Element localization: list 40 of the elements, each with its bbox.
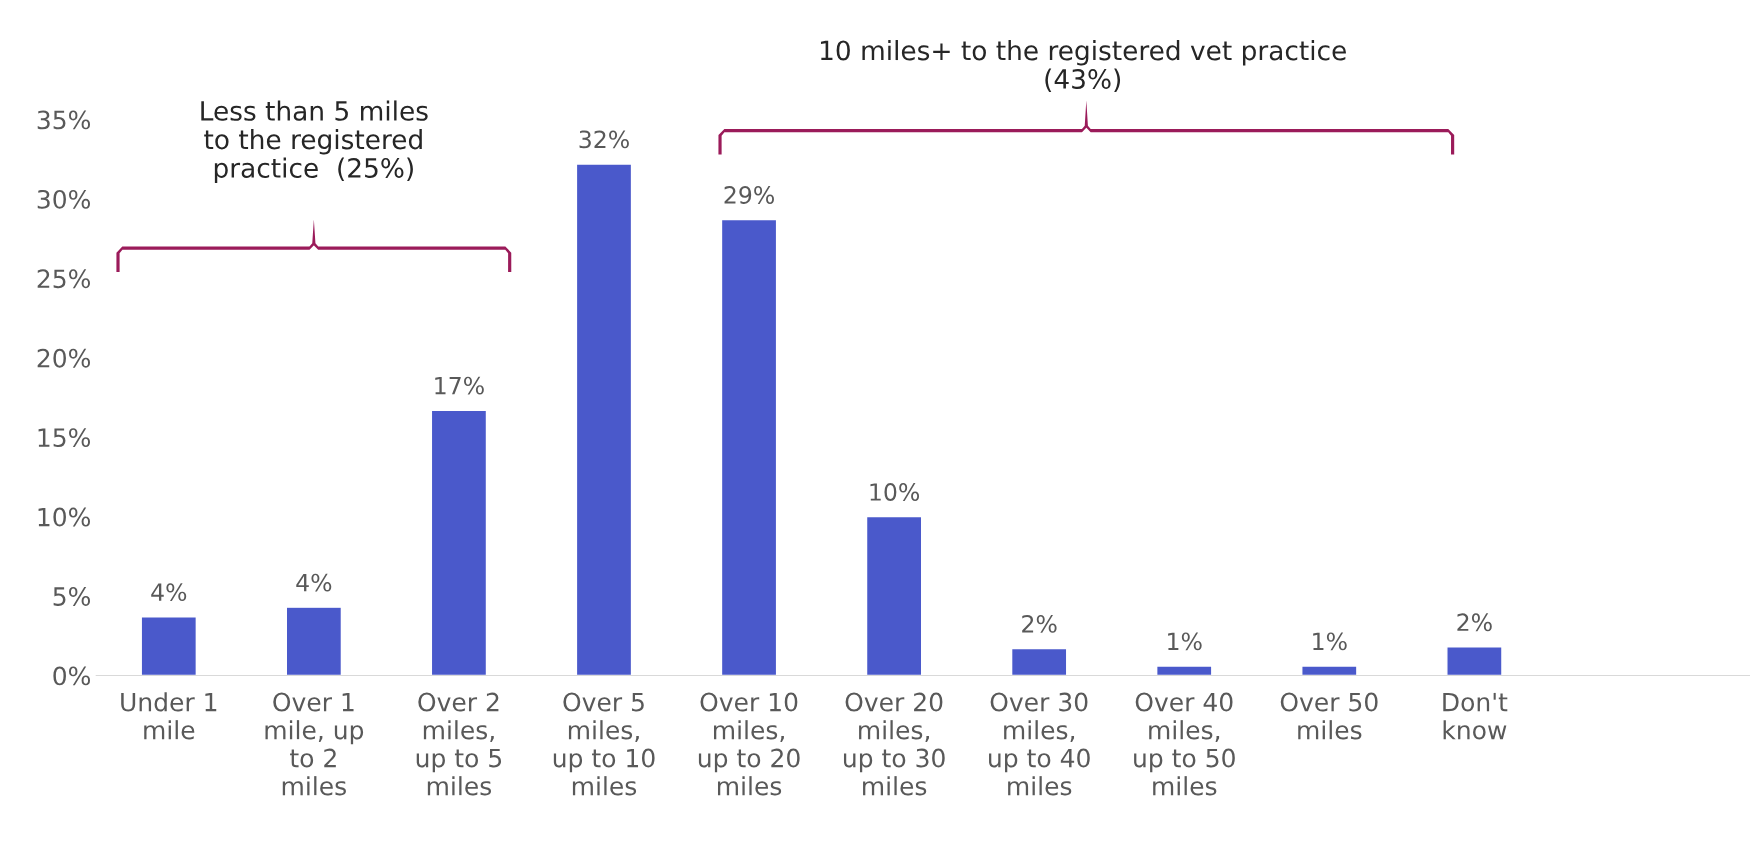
- bar: [285, 606, 343, 676]
- y-tick-label: 20%: [37, 348, 91, 368]
- y-tick-label: 10%: [38, 507, 91, 527]
- data-label: 10%: [870, 483, 920, 501]
- data-label: 2%: [1457, 613, 1492, 632]
- y-tick-label: 0%: [53, 666, 91, 686]
- bar: [865, 515, 923, 676]
- y-tick-label: 35%: [37, 110, 91, 130]
- bar: [720, 218, 778, 676]
- x-tick-label: Over 10 miles, up to 20 miles: [698, 692, 800, 796]
- bar: [430, 409, 488, 676]
- bar: [1010, 647, 1068, 676]
- y-tick-label: 15%: [38, 428, 91, 448]
- data-label: 1%: [1313, 632, 1347, 651]
- x-tick-label: Under 1 mile: [121, 692, 217, 740]
- data-label: 4%: [151, 583, 187, 602]
- data-label: 17%: [435, 376, 484, 395]
- y-tick-label: 5%: [53, 587, 91, 606]
- data-label: 32%: [579, 130, 629, 149]
- data-label: 1%: [1168, 632, 1202, 651]
- y-tick-label: 25%: [37, 269, 91, 289]
- x-tick-label: Over 40 miles, up to 50 miles: [1134, 692, 1235, 796]
- bar: [575, 163, 633, 676]
- x-tick-label: Over 30 miles, up to 40 miles: [989, 692, 1090, 796]
- data-label: 4%: [296, 573, 332, 592]
- bar: [1446, 646, 1503, 676]
- text: 10 miles+ to the registered vet practice (43%): [820, 40, 1346, 93]
- x-tick-label: Don't know: [1443, 692, 1508, 740]
- x-tick-label: Over 20 miles, up to 30 miles: [843, 692, 945, 796]
- annotation: Less than 5 miles to the registered practice (25%): [201, 100, 428, 184]
- x-tick-label: Over 5 miles, up to 10 miles: [553, 692, 655, 796]
- bar: [1155, 665, 1213, 676]
- x-tick-label: Over 50 miles: [1280, 692, 1378, 740]
- bar: [140, 616, 198, 676]
- data-label: 2%: [1022, 614, 1057, 633]
- y-tick-label: 30%: [37, 189, 91, 209]
- data-label: 29%: [724, 186, 774, 204]
- x-tick-label: Over 1 mile, up to 2 miles: [265, 692, 364, 796]
- x-tick-label: Over 2 miles, up to 5 miles: [416, 692, 502, 796]
- bar: [1301, 665, 1358, 676]
